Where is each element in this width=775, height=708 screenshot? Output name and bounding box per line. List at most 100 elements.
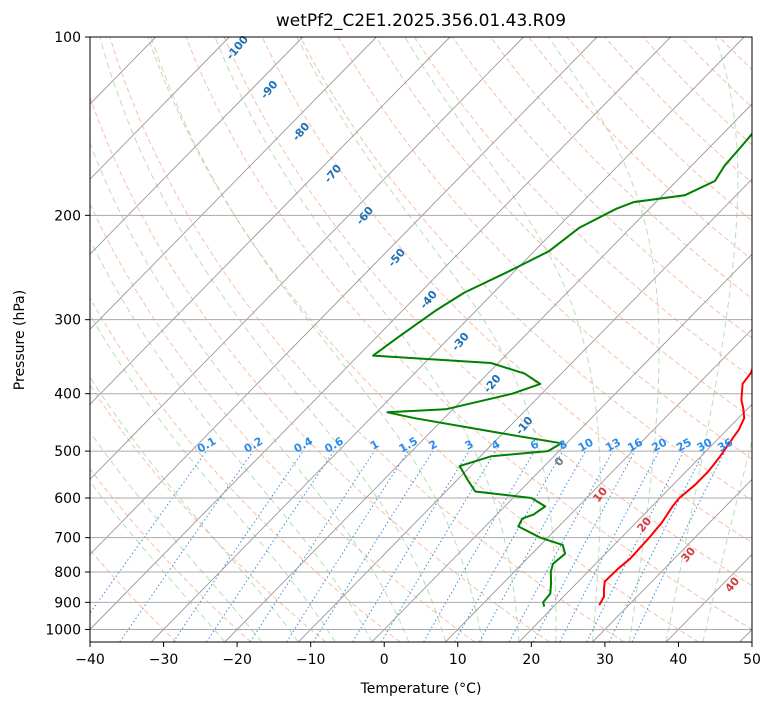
x-tick-label: 40 (670, 652, 688, 668)
y-tick-label: 900 (54, 595, 81, 611)
mixing-ratio-line (90, 450, 207, 614)
isotherm-line (90, 37, 377, 330)
grid (0, 37, 752, 642)
moist-adiabat-line (90, 431, 262, 642)
mixing-ratio-label: 1.5 (397, 435, 420, 456)
moist-adiabat-line (702, 439, 752, 642)
y-axis: 100 200 300 400 500 600 700 800 900 1000 (45, 30, 90, 638)
mixing-ratio-label: 13 (603, 436, 623, 455)
y-tick-label: 500 (54, 444, 81, 460)
moist-adiabat-line (99, 37, 446, 642)
y-tick-label: 100 (54, 30, 81, 46)
isotherm-line (0, 37, 9, 642)
chart-title: wetPf2_C2E1.2025.356.01.43.R09 (276, 11, 566, 31)
x-tick-label: 30 (596, 652, 614, 668)
moist-adiabat-line (150, 37, 483, 642)
mixing-ratio-label: 0.2 (242, 435, 265, 456)
moist-adiabat-line (90, 142, 410, 642)
mixing-ratio-line (478, 450, 586, 642)
mixing-ratio-label: 4 (489, 437, 502, 452)
annotation-layer: 0.1 0.2 0.4 0.6 1 1.5 2 3 4 6 8 10 13 16 20 25 30 36-100-… (195, 33, 742, 595)
y-tick-label: 600 (54, 491, 81, 507)
mixing-ratio-label: 3 (463, 438, 476, 453)
mixing-ratio-label: 0.6 (322, 434, 346, 455)
mixing-ratio-line (586, 450, 685, 642)
isotherm-line (518, 403, 752, 642)
isotherm-line (90, 37, 598, 556)
dry-adiabat-line (147, 37, 699, 642)
moist-adiabat-line (665, 37, 739, 642)
dry-adiabat-line (452, 37, 752, 339)
moist-adiabat-line (404, 37, 601, 642)
isotherm-line (90, 37, 304, 255)
mixing-ratio-line (249, 450, 375, 642)
plot-frame (89, 36, 753, 643)
dry-adiabat-line (90, 548, 177, 642)
mixing-ratio-line (423, 450, 535, 642)
dry-adiabat-line (299, 37, 752, 501)
y-tick-label: 400 (54, 387, 81, 403)
y-tick-label: 700 (54, 531, 81, 547)
dry-adiabat-label: -20 (481, 372, 504, 396)
mixing-ratio-label: 0.4 (292, 434, 316, 455)
x-tick-label: −30 (149, 652, 179, 668)
dry-adiabat-line (185, 37, 752, 630)
dry-adiabat-label: -30 (449, 330, 472, 354)
mixing-ratio-line (119, 450, 254, 642)
x-tick-label: −10 (296, 652, 326, 668)
dry-adiabat-label: 20 (634, 514, 654, 534)
moist-adiabat-line (296, 37, 557, 642)
dry-adiabat-line (757, 37, 775, 642)
dewpoint-line (372, 132, 752, 607)
mixing-ratio-line (559, 450, 660, 642)
moist-adiabat-line (548, 37, 660, 642)
y-axis-label: Pressure (hPa) (12, 290, 28, 390)
dry-adiabat-line (223, 37, 752, 587)
mixing-ratio-label: 0.1 (195, 435, 218, 456)
dry-adiabat-line (566, 37, 752, 222)
mixing-ratio-line (380, 450, 497, 642)
dry-adiabat-line (718, 37, 752, 71)
isotherm-line (150, 37, 745, 642)
y-tick-label: 1000 (45, 622, 81, 638)
isotherm-line (90, 37, 524, 480)
mixing-ratio-line (608, 450, 705, 642)
mixing-ratio-line (312, 450, 434, 642)
isotherm-line (224, 103, 752, 642)
dry-adiabat-line (90, 95, 550, 642)
dry-adiabat-line (90, 297, 401, 642)
mixing-ratio-label: 10 (576, 435, 596, 454)
dry-adiabat-line (109, 37, 625, 642)
x-axis-label: Temperature (°C) (360, 681, 482, 697)
mixing-ratio-label: 20 (649, 435, 669, 454)
dry-adiabat-line (528, 37, 752, 261)
mixing-ratio-label: 25 (674, 436, 694, 455)
mixing-ratio-line (454, 450, 564, 642)
isotherm-line (592, 478, 752, 642)
x-tick-label: −40 (75, 652, 105, 668)
dry-adiabat-label: -70 (322, 162, 345, 186)
mixing-ratio-line (532, 450, 636, 642)
isotherm-line (371, 253, 752, 642)
x-tick-label: 50 (743, 652, 761, 668)
mixing-ratio-line (206, 450, 335, 642)
dry-adiabat-line (375, 37, 752, 419)
background-lines (90, 37, 775, 642)
isotherm-line (90, 37, 671, 631)
mixing-ratio-label: 30 (695, 435, 715, 454)
isotherm-line (445, 328, 752, 642)
x-tick-label: 0 (380, 652, 389, 668)
dry-adiabat-line (337, 37, 752, 460)
x-tick-label: −20 (222, 652, 252, 668)
dry-adiabat-line (261, 37, 752, 544)
isotherm-line (90, 37, 230, 180)
dry-adiabat-line (90, 384, 326, 642)
x-tick-label: 20 (522, 652, 540, 668)
mixing-ratio-line (508, 450, 614, 642)
dry-adiabat-line (490, 37, 752, 300)
moist-adiabat-line (90, 480, 226, 642)
mixing-ratio-line (172, 450, 304, 642)
dry-adiabat-label: -40 (417, 288, 440, 312)
temperature-line (598, 367, 752, 606)
